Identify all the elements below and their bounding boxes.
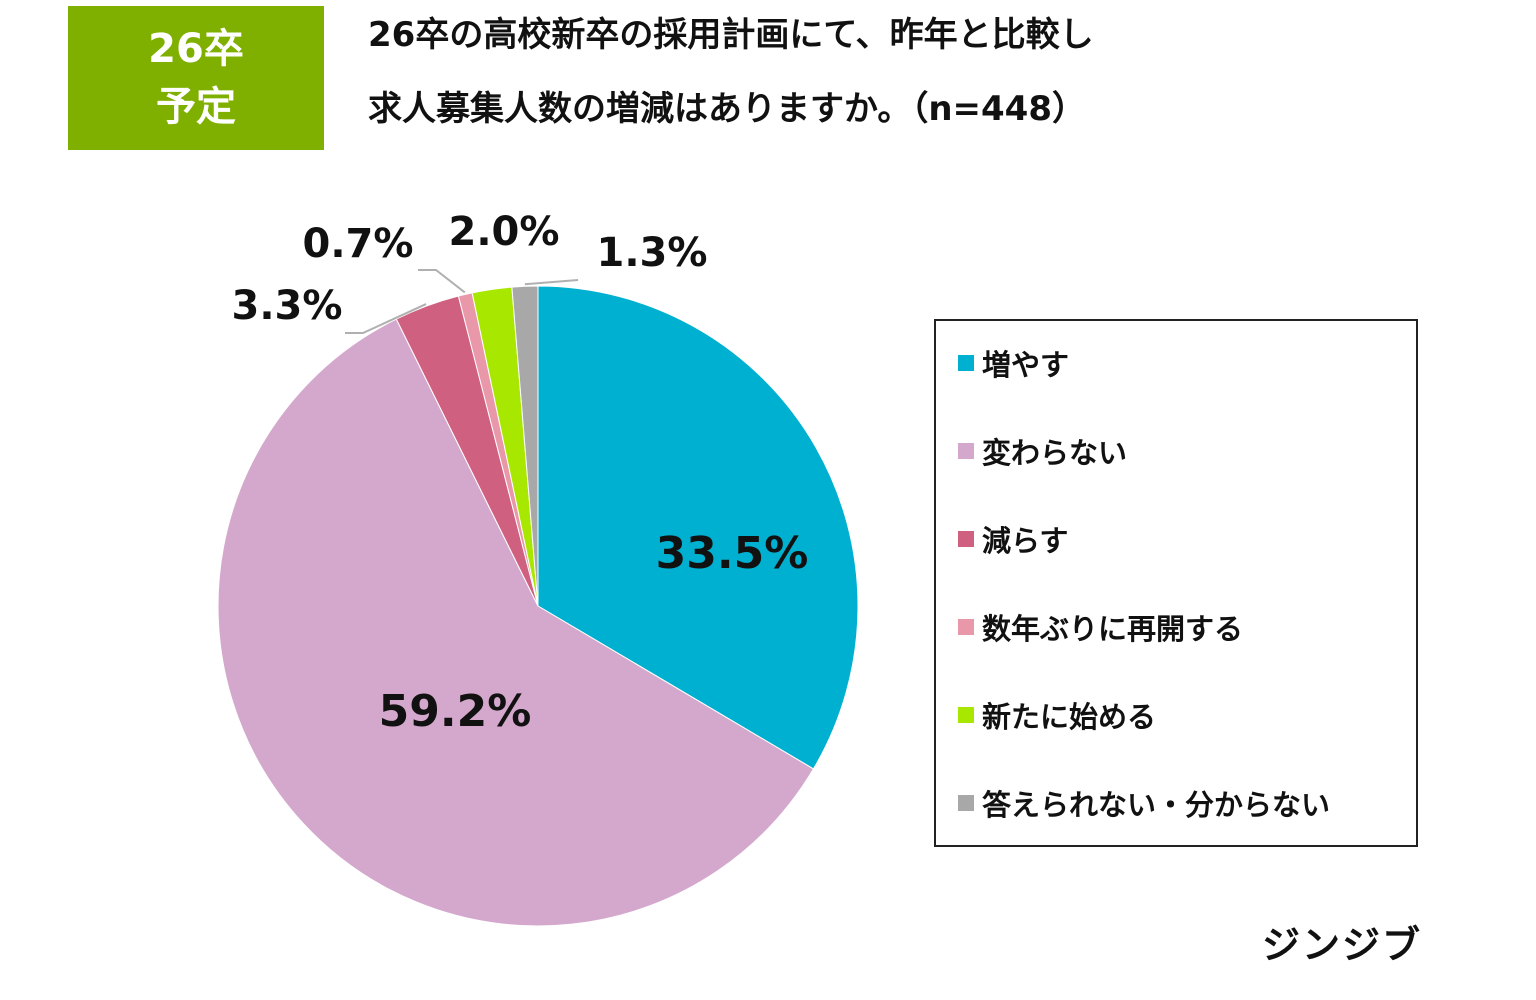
- data-label-unknown: 1.3%: [597, 230, 708, 276]
- data-label-resume: 0.7%: [303, 221, 414, 267]
- legend-label-resume: 数年ぶりに再開する: [982, 612, 1244, 646]
- legend-swatch-decrease: [958, 531, 974, 547]
- legend-item-resume: 数年ぶりに再開する: [958, 607, 1243, 647]
- data-labels: 33.5% 59.2% 3.3% 0.7% 2.0% 1.3%: [232, 209, 809, 737]
- leader-line-decrease: [345, 303, 427, 334]
- pie-slice-increase: [537, 285, 859, 770]
- legend-swatch-resume: [958, 619, 974, 635]
- data-label-new-start: 2.0%: [449, 209, 560, 255]
- legend-swatch-no-change: [958, 443, 974, 459]
- legend-swatch-unknown: [958, 795, 974, 811]
- data-label-no-change: 59.2%: [379, 686, 532, 737]
- pie-slice-no-change: [217, 318, 815, 927]
- leader-line-unknown: [524, 279, 579, 286]
- title-line-2: 求人募集人数の増減はありますか。（n=448）: [368, 89, 1086, 129]
- legend-item-new-start: 新たに始める: [958, 695, 1156, 735]
- chart-title: 26卒の高校新卒の採用計画にて、昨年と比較し 求人募集人数の増減はありますか。（…: [368, 14, 1508, 130]
- data-label-increase: 33.5%: [656, 528, 809, 579]
- legend-item-no-change: 変わらない: [958, 431, 1127, 471]
- brand-logo: ジンジブ: [1262, 923, 1423, 967]
- pie-slice-unknown: [511, 285, 539, 607]
- legend: 増やす変わらない減らす数年ぶりに再開する 新たに始める答えられない・分からない: [934, 319, 1418, 847]
- title-line-1: 26卒の高校新卒の採用計画にて、昨年と比較し: [368, 15, 1094, 55]
- legend-swatch-new-start: [958, 707, 974, 723]
- badge-line-1: 26卒: [148, 26, 244, 72]
- data-label-decrease: 3.3%: [232, 283, 343, 329]
- legend-item-decrease: 減らす: [958, 519, 1068, 559]
- badge-line-2: 予定: [156, 84, 236, 130]
- leader-line-resume: [418, 269, 466, 294]
- legend-label-decrease: 減らす: [982, 524, 1069, 558]
- legend-label-new-start: 新たに始める: [982, 700, 1157, 734]
- legend-label-unknown: 答えられない・分からない: [982, 788, 1331, 822]
- year-badge: 26卒 予定: [68, 6, 324, 150]
- legend-item-unknown: 答えられない・分からない: [958, 783, 1330, 823]
- leader-lines: [345, 269, 579, 334]
- legend-swatch-increase: [958, 355, 974, 371]
- legend-label-no-change: 変わらない: [982, 436, 1128, 470]
- legend-item-increase: 増やす: [958, 343, 1069, 383]
- pie-slices: [217, 285, 859, 927]
- legend-label-increase: 増やす: [982, 348, 1070, 382]
